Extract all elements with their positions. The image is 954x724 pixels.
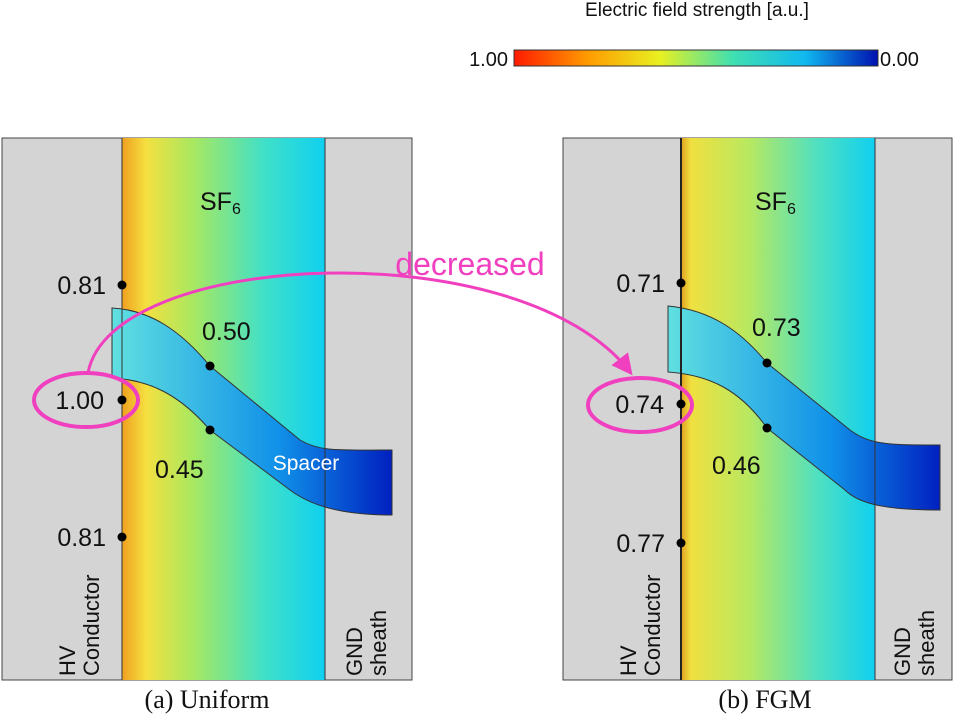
point-label: 0.77 bbox=[616, 530, 665, 558]
point-label: 0.45 bbox=[155, 456, 204, 484]
caption: (b) FGM bbox=[718, 685, 811, 714]
colorbar-max: 1.00 bbox=[469, 49, 508, 71]
point-label: 0.50 bbox=[202, 318, 251, 346]
point-label: 0.81 bbox=[57, 524, 106, 552]
colorbar-title: Electric field strength [a.u.] bbox=[585, 0, 809, 21]
point-label: 0.74 bbox=[615, 391, 664, 419]
point-label: 0.73 bbox=[752, 314, 801, 342]
point-label: 1.00 bbox=[55, 387, 104, 415]
spacer-label: Spacer bbox=[273, 452, 340, 475]
caption: (a) Uniform bbox=[145, 685, 270, 714]
figure: Electric field strength [a.u.] 1.00 0.00… bbox=[0, 0, 954, 724]
colorbar-min: 0.00 bbox=[880, 49, 919, 71]
annotation: decreased bbox=[395, 246, 544, 282]
point-label: 0.71 bbox=[616, 270, 665, 298]
point-label: 0.81 bbox=[57, 272, 106, 300]
panel-b: SF6 HVConductor GNDsheath 0.71 0.73 0.74… bbox=[563, 138, 952, 714]
colorbar bbox=[514, 50, 878, 66]
point-label: 0.46 bbox=[712, 452, 761, 480]
